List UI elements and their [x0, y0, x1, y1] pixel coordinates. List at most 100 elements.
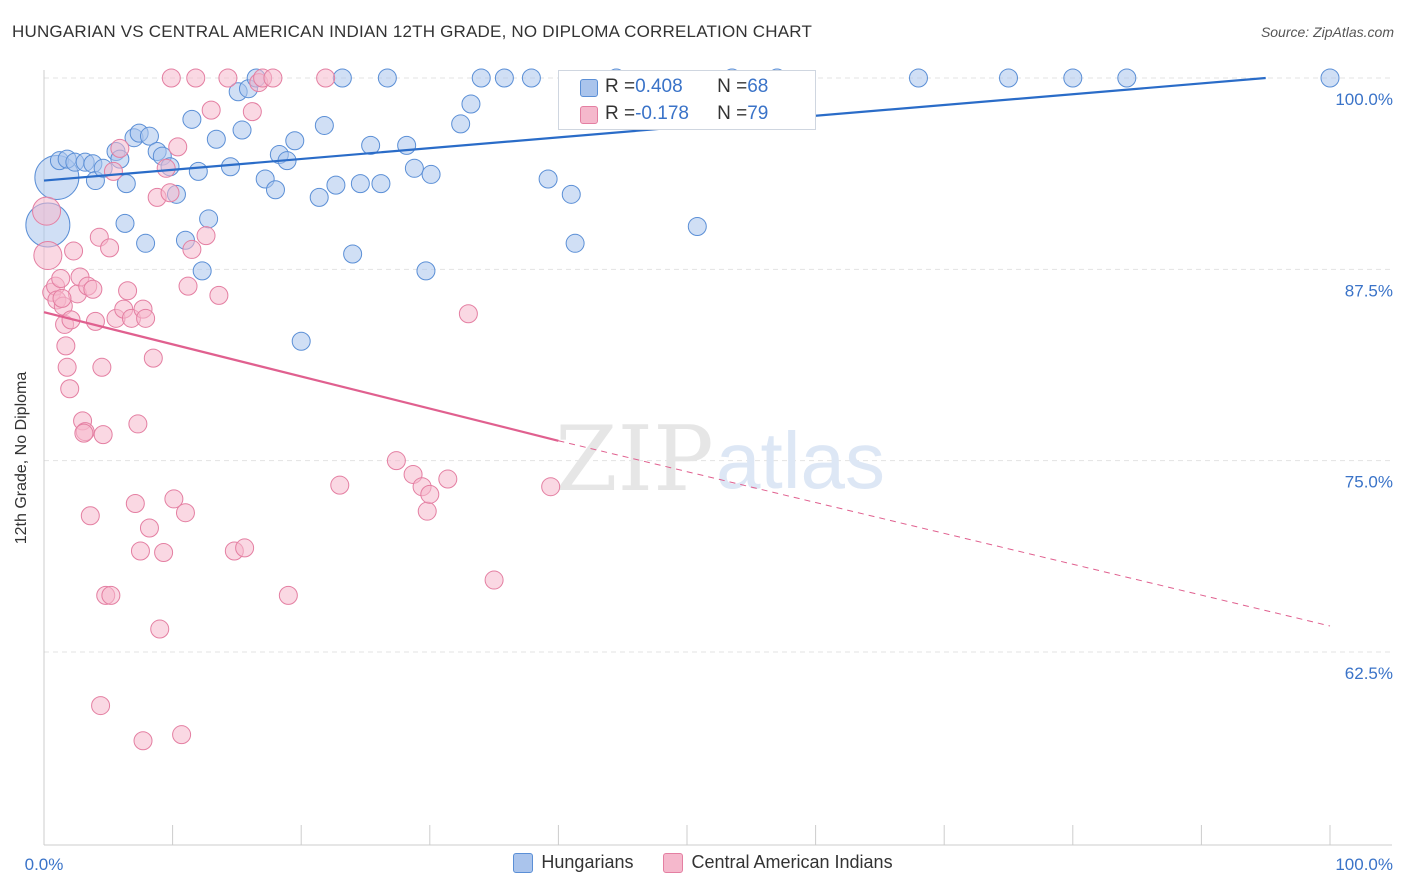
data-points — [25, 68, 1340, 751]
legend-label: Central American Indians — [691, 852, 893, 872]
central-american-indian-point — [156, 158, 176, 178]
central-american-indian-point — [330, 475, 350, 495]
stats-r-value: 0.408 — [635, 76, 683, 97]
central-american-indian-point — [175, 503, 195, 523]
hungarian-point — [182, 109, 202, 129]
hungarian-point — [332, 68, 352, 88]
hungarian-point — [314, 115, 334, 135]
central-american-indian-point — [316, 68, 336, 88]
hungarian-point — [687, 216, 707, 236]
central-american-indian-point — [438, 469, 458, 489]
central-american-indian-point — [178, 276, 198, 296]
watermark-atlas: atlas — [716, 416, 885, 505]
central-american-indian-point — [93, 425, 113, 445]
central-american-indian-point — [196, 226, 216, 246]
central-american-indian-point — [60, 379, 80, 399]
hungarian-point — [494, 68, 514, 88]
hungarian-point — [461, 94, 481, 114]
y-tick-label: 87.5% — [1345, 281, 1393, 300]
central-american-indian-point — [484, 570, 504, 590]
hungarian-point — [377, 68, 397, 88]
stats-n-value: 68 — [747, 76, 769, 97]
stats-swatch-pink — [580, 106, 598, 124]
hungarian-point — [232, 120, 252, 140]
hungarian-point — [350, 174, 370, 194]
hungarian-point — [521, 68, 541, 88]
hungarian-point — [471, 68, 491, 88]
hungarian-point — [206, 129, 226, 149]
hungarian-point — [192, 261, 212, 281]
hungarian-point — [908, 68, 928, 88]
central-american-indian-point — [150, 619, 170, 639]
chart-title: HUNGARIAN VS CENTRAL AMERICAN INDIAN 12T… — [12, 22, 813, 41]
hungarian-point — [139, 126, 159, 146]
x-tick-label: 0.0% — [25, 855, 64, 874]
source-label: Source: ZipAtlas.com — [1260, 24, 1394, 40]
hungarian-point — [1117, 68, 1137, 88]
central-american-indian-point — [74, 423, 94, 443]
central-american-indian-point — [242, 102, 262, 122]
hungarian-point — [285, 131, 305, 151]
central-american-indian-point — [80, 506, 100, 526]
stats-row-hungarians: R = 0.408 N = 68 — [580, 76, 769, 98]
hungarian-point — [343, 244, 363, 264]
central-american-indian-point — [118, 281, 138, 301]
hungarian-point — [1063, 68, 1083, 88]
central-american-indian-point — [143, 348, 163, 368]
legend-swatch-blue — [513, 852, 534, 873]
central-american-indian-point — [130, 541, 150, 561]
stats-n-label: N = — [717, 103, 748, 124]
central-american-indian-point — [133, 731, 153, 751]
hungarian-point — [565, 233, 585, 253]
central-american-indian-point — [160, 183, 180, 203]
stats-n-value: 79 — [747, 103, 769, 124]
legend-label: Hungarians — [541, 852, 634, 872]
hungarian-point — [220, 157, 240, 177]
central-american-indian-point — [110, 138, 130, 158]
central-american-indian-point — [278, 585, 298, 605]
central-american-indian-point — [164, 489, 184, 509]
hungarian-point — [265, 180, 285, 200]
central-american-indian-point — [201, 100, 221, 120]
central-american-indian-trend-line — [43, 311, 559, 442]
central-american-indian-point — [139, 518, 159, 538]
stats-legend: R = 0.408 N = 68 R = -0.178 N = 79 — [558, 70, 816, 130]
hungarian-point — [291, 331, 311, 351]
hungarian-point — [538, 169, 558, 189]
y-tick-label: 75.0% — [1345, 473, 1393, 492]
hungarian-point — [136, 233, 156, 253]
tick-labels: 62.5% 75.0% 87.5% 100.0% 0.0% 100.0% — [25, 90, 1393, 874]
central-american-indian-point — [161, 68, 181, 88]
central-american-indian-point — [100, 238, 120, 258]
central-american-indian-point — [218, 68, 238, 88]
stats-r-value: -0.178 — [635, 103, 689, 124]
stats-row-central-american-indians: R = -0.178 N = 79 — [580, 103, 769, 125]
legend-item-central-american-indians[interactable]: Central American Indians — [663, 852, 893, 873]
central-american-indian-point — [51, 269, 71, 289]
central-american-indian-trend-line-extension — [558, 440, 1331, 627]
central-american-indian-point — [541, 477, 561, 497]
hungarian-point — [326, 175, 346, 195]
central-american-indian-point — [154, 543, 174, 563]
central-american-indian-point — [235, 538, 255, 558]
central-american-indian-point — [128, 414, 148, 434]
hungarian-point — [188, 161, 208, 181]
watermark: ZIP atlas — [555, 407, 885, 512]
central-american-indian-point — [101, 585, 121, 605]
central-american-indian-point — [420, 484, 440, 504]
hungarian-point — [451, 114, 471, 134]
central-american-indian-point — [91, 696, 111, 716]
central-american-indian-point — [209, 285, 229, 305]
central-american-indian-point — [386, 451, 406, 471]
central-american-indian-point — [33, 241, 63, 271]
hungarian-point — [115, 213, 135, 233]
central-american-indian-point — [182, 239, 202, 259]
hungarian-point — [421, 164, 441, 184]
legend-swatch-pink — [663, 852, 684, 873]
hungarian-point — [1320, 68, 1340, 88]
hungarian-point — [999, 68, 1018, 88]
legend-item-hungarians[interactable]: Hungarians — [513, 852, 633, 873]
stats-r-label: R = — [605, 103, 636, 124]
central-american-indian-point — [168, 137, 188, 157]
